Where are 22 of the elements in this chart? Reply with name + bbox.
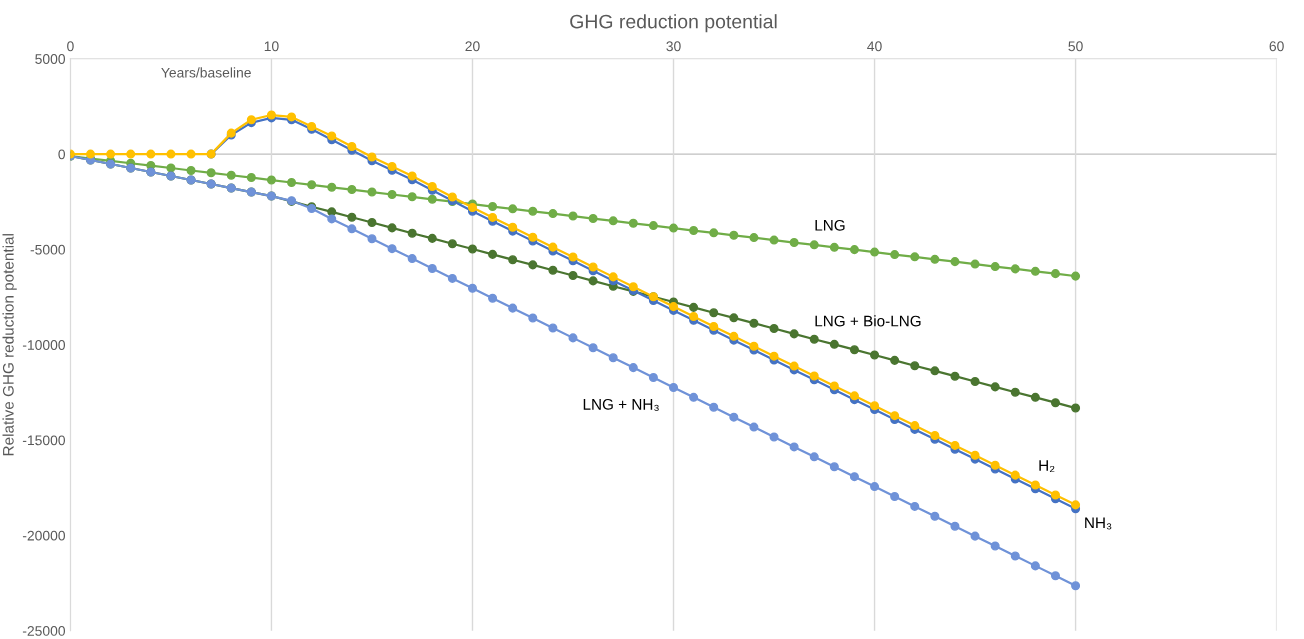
x-tick-label: 20 [465, 41, 480, 52]
x-tick-label: 30 [666, 41, 681, 52]
x-axis-title: Years/baseline [161, 67, 251, 78]
series-label: H₂ [1039, 460, 1055, 473]
y-tick-label: -25000 [22, 626, 66, 636]
x-tick-label: 40 [867, 41, 882, 52]
x-tick-label: 10 [264, 41, 279, 52]
y-tick-label: 0 [58, 149, 66, 160]
series-label: NH₃ [1085, 517, 1112, 530]
y-tick-label: -20000 [22, 530, 66, 541]
y-tick-label: -10000 [22, 340, 66, 350]
x-tick-label: 0 [67, 41, 74, 52]
y-tick-label: -15000 [22, 435, 66, 446]
y-axis-title: Relative GHG reduction potential [2, 234, 17, 456]
series-label: LNG + Bio-LNG [815, 315, 921, 327]
series-label: LNG [815, 219, 845, 231]
y-tick-label: 5000 [35, 54, 66, 64]
x-tick-label: 50 [1068, 41, 1083, 52]
x-tick-label: 60 [1269, 41, 1284, 52]
y-tick-label: -5000 [30, 244, 66, 255]
series-label: LNG + NH₃ [583, 398, 659, 412]
chart-title: GHG reduction potential [570, 14, 777, 33]
